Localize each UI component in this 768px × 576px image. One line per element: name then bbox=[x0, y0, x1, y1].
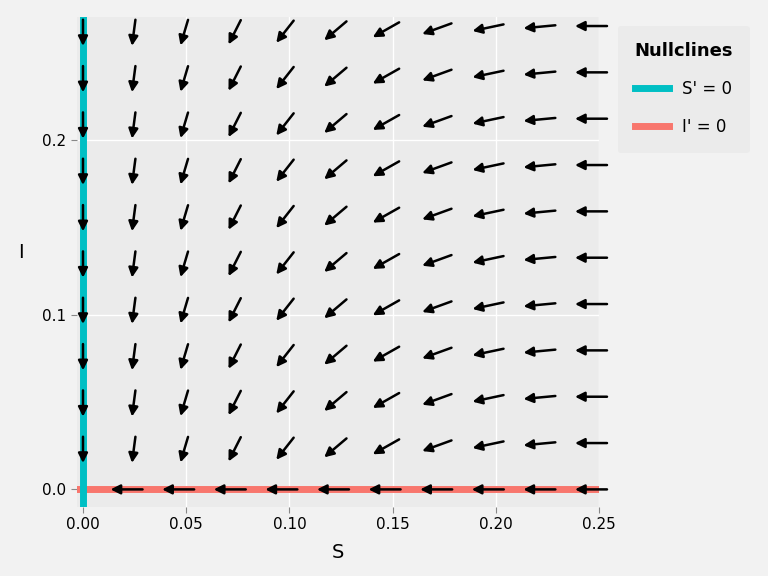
Y-axis label: I: I bbox=[18, 243, 25, 262]
Legend: S' = 0, I' = 0: S' = 0, I' = 0 bbox=[617, 25, 750, 153]
X-axis label: S: S bbox=[332, 543, 344, 562]
